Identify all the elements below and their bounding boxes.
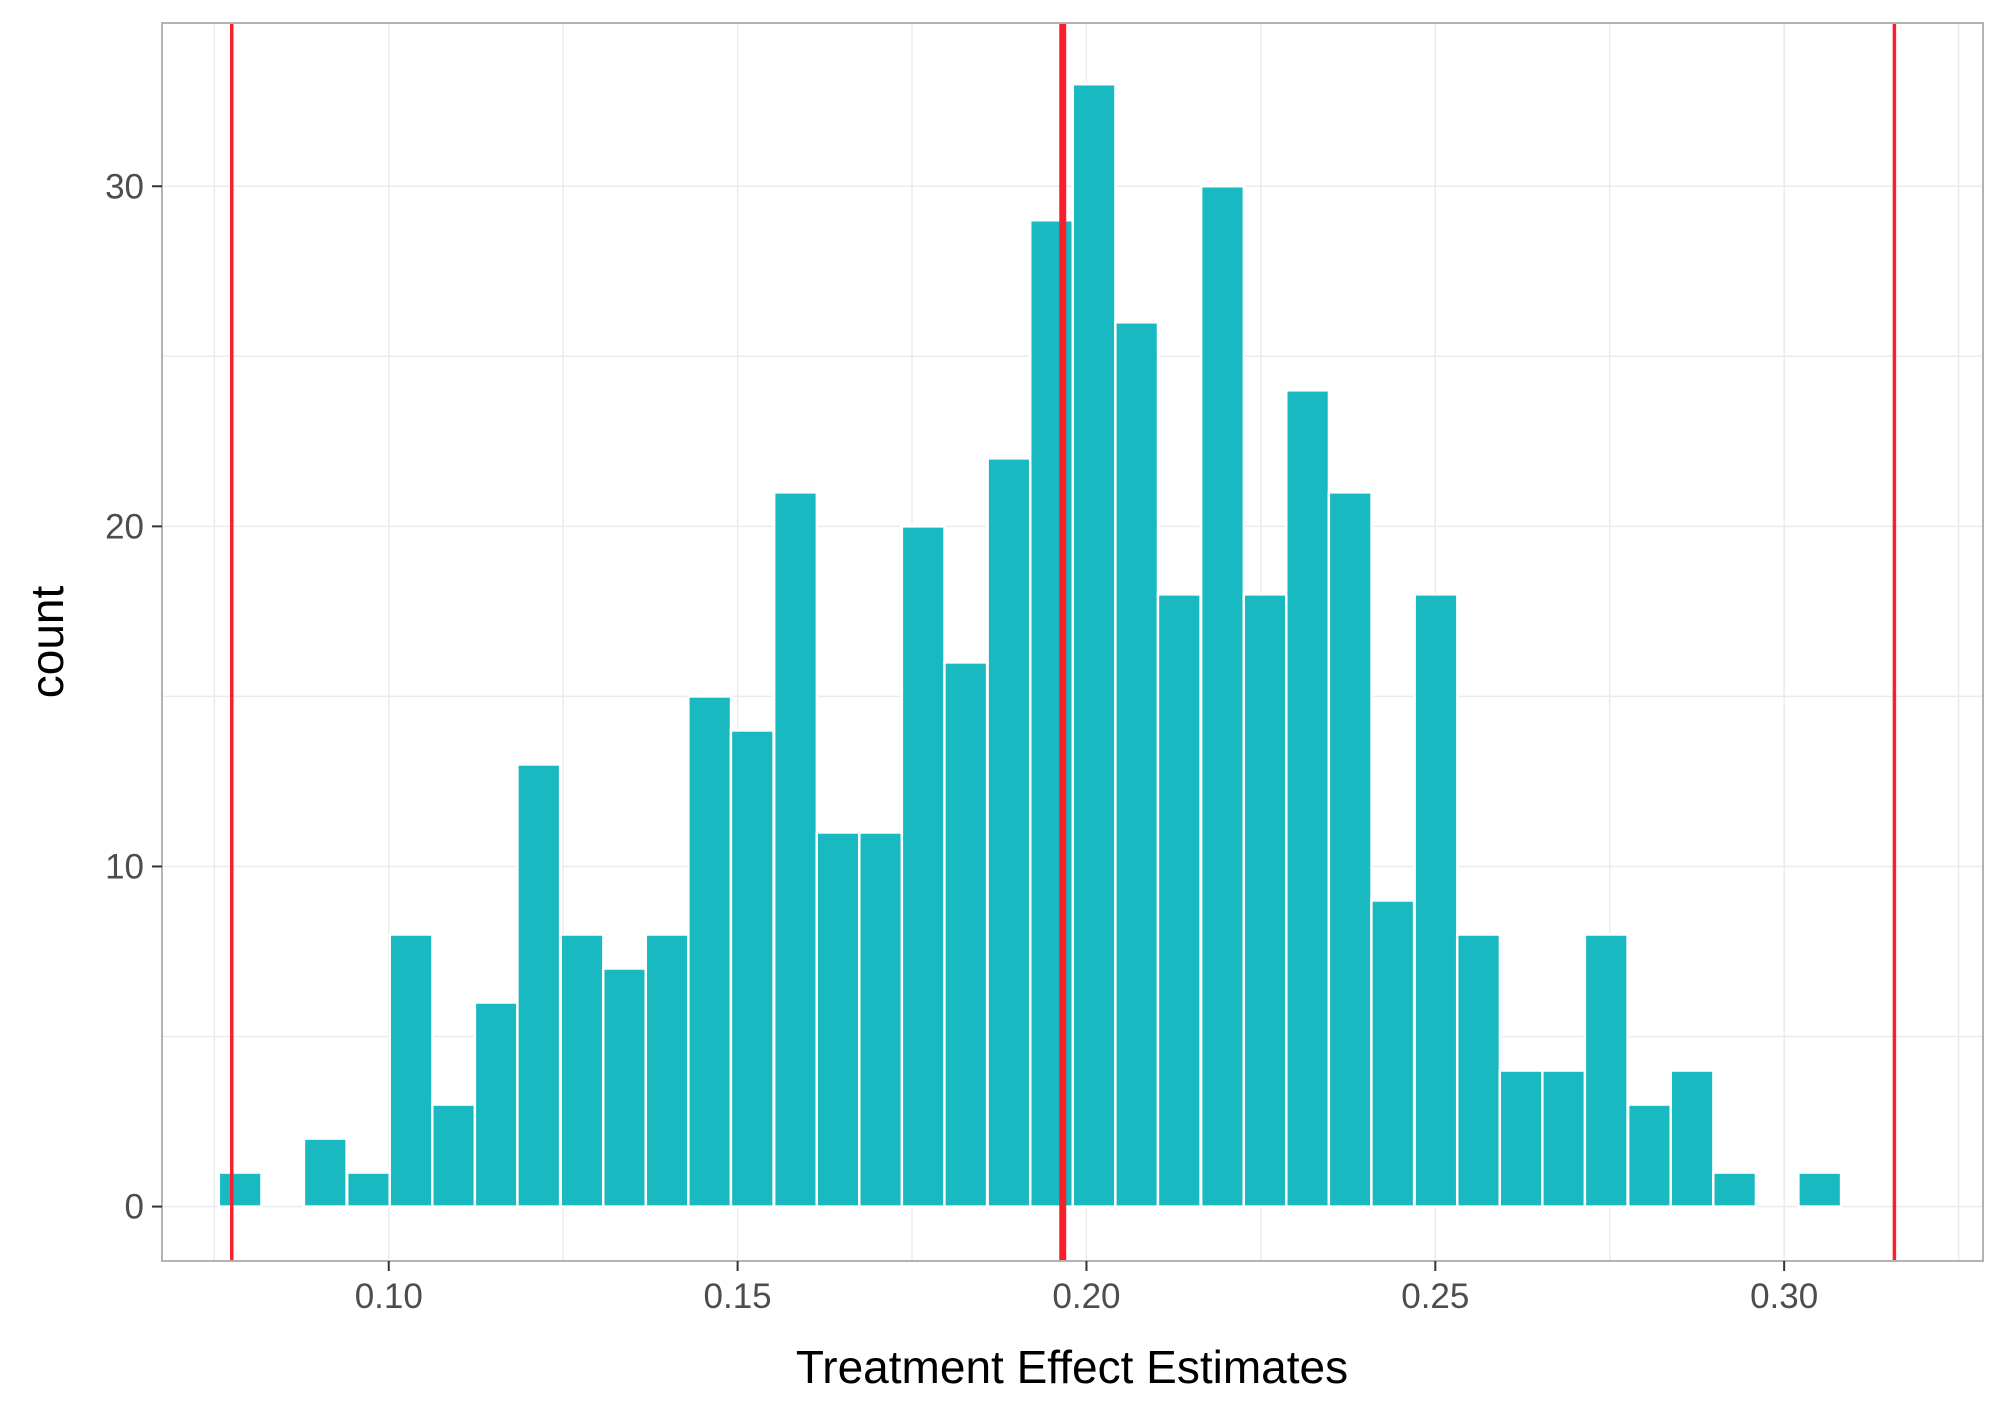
histogram-bar <box>1541 1069 1587 1208</box>
histogram-bar <box>1669 1069 1715 1208</box>
histogram-bar <box>345 1171 392 1208</box>
histogram-bar <box>772 491 819 1208</box>
y-axis-title: count <box>21 586 73 699</box>
histogram-bar <box>431 1103 477 1208</box>
histogram-bar <box>388 933 434 1208</box>
y-tick-label: 20 <box>105 507 144 546</box>
y-tick-label: 10 <box>105 847 144 886</box>
histogram-bar <box>644 933 690 1208</box>
x-tick-label: 0.25 <box>1401 1277 1469 1316</box>
histogram-bar <box>1413 593 1459 1208</box>
histogram-bar <box>1199 185 1246 1208</box>
histogram-bar <box>473 1001 519 1208</box>
histogram-bar <box>1583 933 1629 1208</box>
histogram-bar <box>302 1137 348 1208</box>
histogram-bar <box>729 729 775 1208</box>
histogram-bar <box>1626 1103 1673 1208</box>
histogram-bar <box>1498 1069 1544 1208</box>
x-tick-label: 0.20 <box>1052 1277 1120 1316</box>
histogram-bar <box>1327 491 1373 1208</box>
histogram-bar <box>1028 219 1075 1208</box>
histogram-bar <box>1370 899 1416 1208</box>
histogram-bar <box>559 933 605 1208</box>
histogram-bar <box>986 457 1032 1208</box>
histogram-bar <box>1114 321 1160 1208</box>
axis-ticks: 0.10 0.15 0.20 0.25 0.30 0 10 20 30 <box>105 167 1818 1316</box>
histogram-bar <box>858 831 904 1208</box>
panel-border <box>161 22 1984 1262</box>
histogram-bar <box>601 967 648 1208</box>
reference-lines <box>230 23 1897 1261</box>
histogram-bar <box>1285 389 1331 1208</box>
histogram-bar <box>1712 1171 1758 1208</box>
y-tick-label: 30 <box>105 167 144 206</box>
histogram-bar <box>900 525 946 1208</box>
bars <box>217 82 1843 1208</box>
histogram-bar <box>217 1171 263 1208</box>
histogram-bar <box>815 831 861 1208</box>
x-tick-label: 0.15 <box>704 1277 772 1316</box>
x-tick-label: 0.30 <box>1750 1277 1818 1316</box>
x-tick-label: 0.10 <box>355 1277 423 1316</box>
histogram-bar <box>1797 1171 1843 1208</box>
histogram-bar <box>943 661 989 1208</box>
y-tick-label: 0 <box>125 1188 144 1227</box>
x-axis-title: Treatment Effect Estimates <box>796 1341 1348 1393</box>
histogram-bar <box>1455 933 1502 1208</box>
histogram-bar <box>1242 593 1288 1208</box>
histogram-bar <box>687 695 733 1208</box>
histogram-bar <box>1156 593 1202 1208</box>
histogram-bar <box>1071 82 1117 1208</box>
histogram-bar <box>516 763 562 1208</box>
